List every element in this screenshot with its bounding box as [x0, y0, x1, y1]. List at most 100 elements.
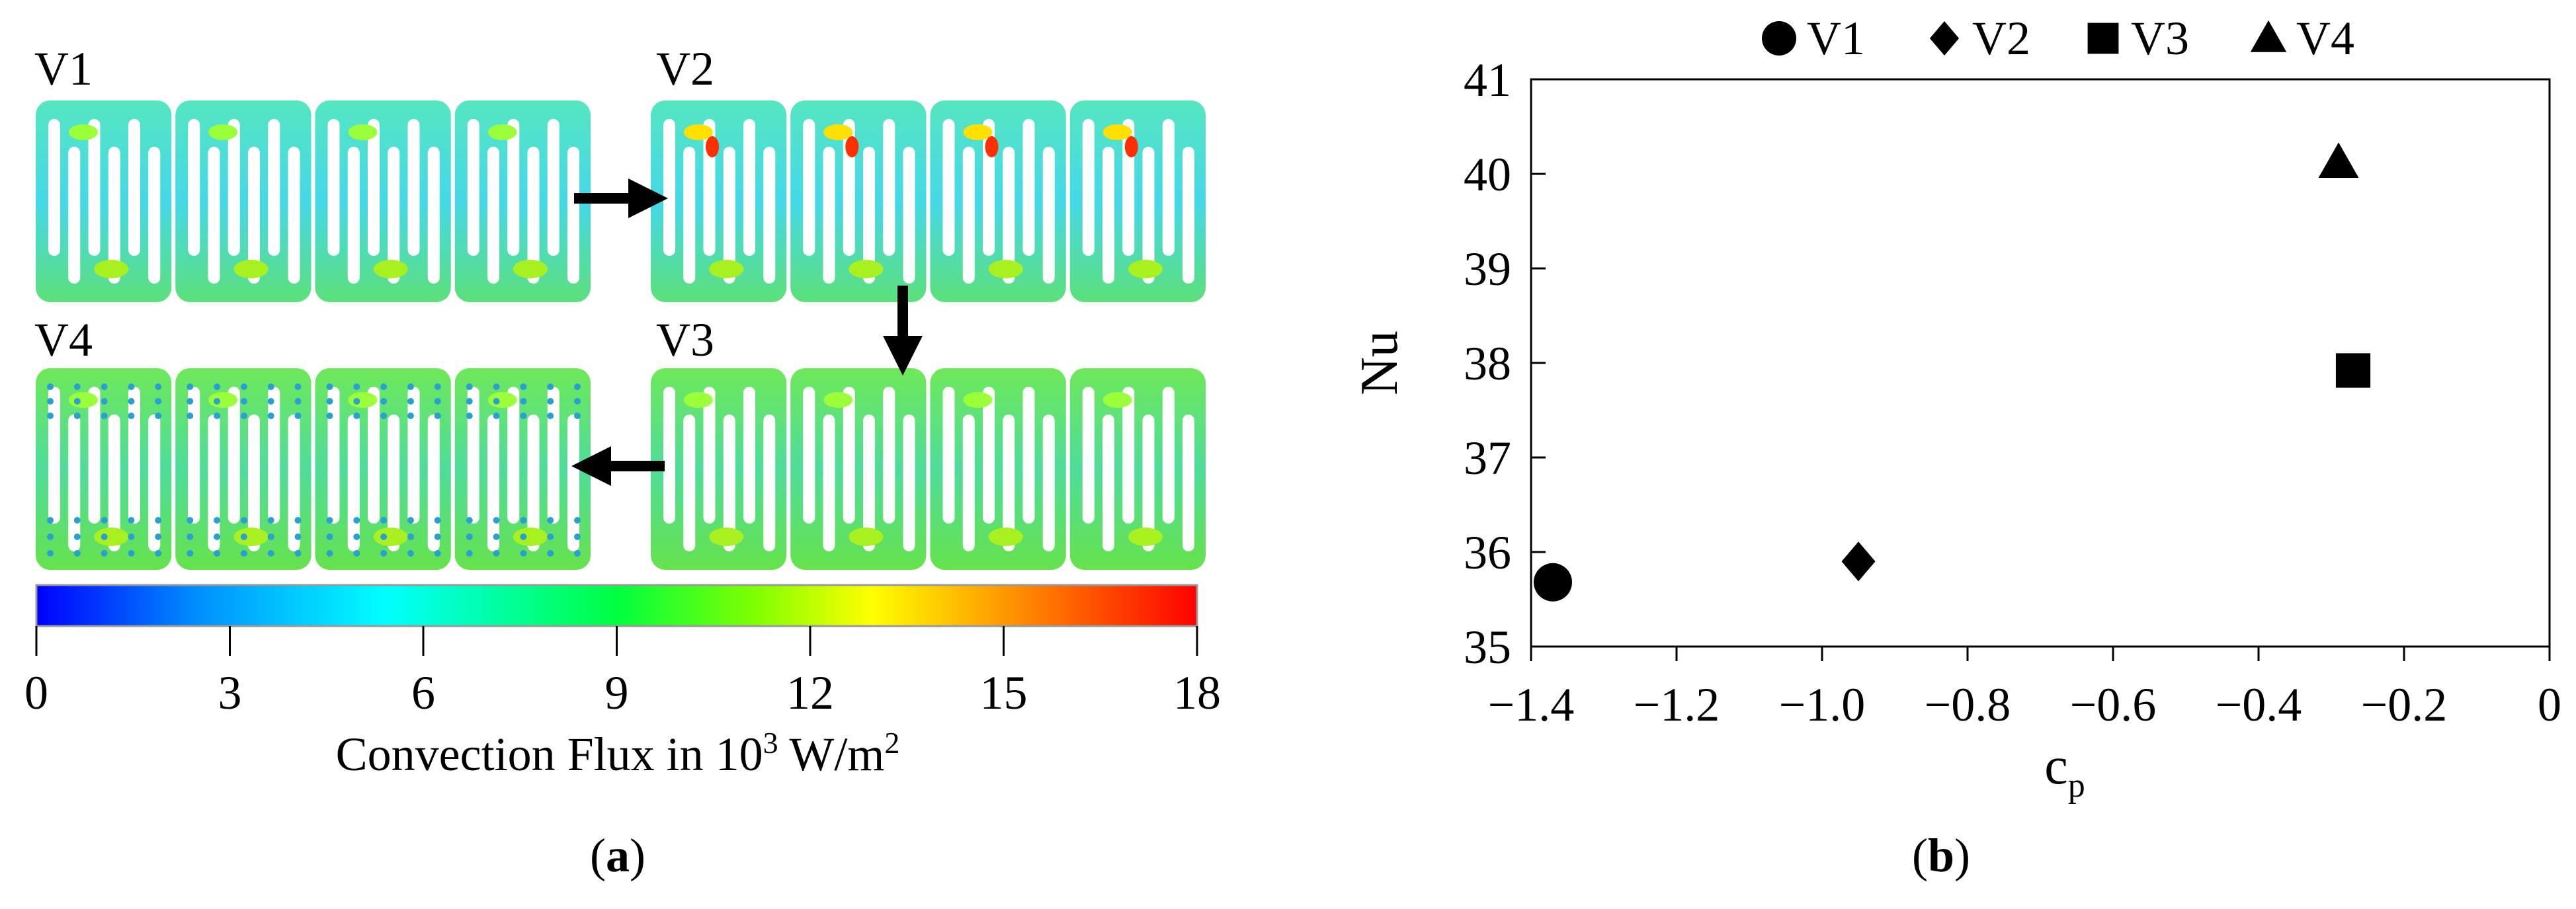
dimple-dot — [128, 383, 135, 390]
fin-slot — [268, 119, 280, 256]
dimple-dot — [520, 413, 527, 419]
hot-spot — [988, 528, 1023, 546]
fin-slot — [942, 119, 955, 256]
fin-slot — [388, 147, 400, 284]
y-tick-label: 37 — [1464, 432, 1511, 485]
hot-spot — [208, 392, 238, 408]
fin-slot — [743, 387, 755, 524]
fin-slot — [763, 147, 776, 284]
dimple-dot — [380, 550, 388, 557]
dimple-dot — [101, 383, 108, 390]
dimple-dot — [353, 534, 360, 540]
dimple-dot — [101, 534, 108, 540]
fin-slot — [803, 387, 815, 524]
colorbar-tick-label: 9 — [605, 666, 629, 719]
fin-slot — [983, 387, 995, 524]
hot-spot — [823, 124, 853, 140]
fin-slot — [248, 415, 260, 551]
dimple-dot — [380, 534, 388, 540]
flux-map-v1 — [36, 100, 591, 302]
fin-slot — [148, 147, 161, 284]
dimple-dot — [294, 517, 302, 524]
dimple-dot — [466, 517, 473, 524]
dimple-dot — [434, 413, 441, 419]
fin-slot — [1022, 119, 1035, 256]
hot-spot — [963, 392, 993, 408]
dimple-dot — [240, 398, 247, 405]
arrow-left-icon — [571, 446, 665, 486]
fin-slot — [1102, 147, 1114, 284]
fin-slot — [567, 415, 579, 551]
dimple-dot — [574, 398, 581, 405]
fin-slot — [683, 415, 696, 551]
fin-slot — [68, 147, 81, 284]
dimple-dot — [294, 413, 302, 419]
legend-marker-v1 — [1762, 21, 1796, 56]
fin-slot — [268, 387, 280, 524]
fin-slot — [903, 147, 915, 284]
dimple-dot — [407, 383, 414, 390]
dimple-dot — [520, 534, 527, 540]
legend: V1 V2 V3 V4 — [1762, 12, 2354, 65]
dimple-dot — [187, 534, 194, 540]
fin-slot — [1102, 415, 1114, 551]
dimple-dot — [407, 550, 414, 557]
fin-slot — [128, 119, 140, 256]
fin-slot — [327, 387, 340, 524]
fin-slot — [148, 415, 161, 551]
x-tick-label: 0 — [2538, 678, 2561, 731]
fin-slot — [188, 119, 200, 256]
fin-slot — [1183, 415, 1194, 551]
fin-slot — [507, 387, 520, 524]
dimple-dot — [547, 383, 554, 390]
fin-slot — [368, 387, 380, 524]
fin-slot — [663, 387, 675, 524]
hot-spot — [709, 260, 744, 278]
dimple-dot — [380, 398, 388, 405]
dimple-dot — [547, 398, 554, 405]
dimple-dot — [434, 534, 441, 540]
fin-slot — [1142, 415, 1155, 551]
dimple-dot — [187, 398, 194, 405]
point-v2 — [1841, 541, 1876, 582]
hot-spot — [487, 392, 517, 408]
dimple-dot — [493, 413, 500, 419]
y-tick-label: 40 — [1464, 148, 1511, 201]
fin-slot — [128, 387, 140, 524]
colorbar-tick-label: 6 — [411, 666, 435, 719]
colorbar-ticks: 0 3 6 9 12 15 18 — [24, 626, 1221, 719]
dimple-dot — [380, 383, 388, 390]
hot-spot — [709, 528, 744, 546]
colorbar-tick-label: 15 — [980, 666, 1028, 719]
label-v1: V1 — [34, 42, 93, 95]
dimple-dot — [47, 517, 54, 524]
dimple-dot — [547, 517, 554, 524]
colorbar-tick-label: 0 — [24, 666, 48, 719]
fin-slot — [903, 415, 915, 551]
fin-slot — [962, 415, 975, 551]
dimple-dot — [520, 398, 527, 405]
dimple-dot — [466, 383, 473, 390]
hot-spot — [1102, 392, 1132, 408]
hot-spot — [1128, 260, 1163, 278]
dimple-dot — [155, 517, 162, 524]
fin-slot — [228, 387, 240, 524]
x-tick-label: −0.6 — [2070, 678, 2157, 731]
hot-spot — [348, 392, 378, 408]
hot-spot — [683, 124, 713, 140]
dimple-dot — [47, 383, 54, 390]
fin-slot — [883, 119, 895, 256]
dimple-dot — [326, 398, 333, 405]
dimple-dot — [267, 550, 274, 557]
x-tick-label: −0.4 — [2216, 678, 2302, 731]
dimple-dot — [73, 413, 81, 419]
fin-slot — [248, 147, 260, 284]
fin-slot — [388, 415, 400, 551]
dimple-dot — [466, 413, 473, 419]
fin-slot — [487, 415, 499, 551]
dimple-dot — [326, 550, 333, 557]
fin-slot — [1082, 387, 1095, 524]
label-v3: V3 — [656, 313, 714, 366]
dimple-dot — [380, 413, 388, 419]
dimple-dot — [353, 383, 360, 390]
